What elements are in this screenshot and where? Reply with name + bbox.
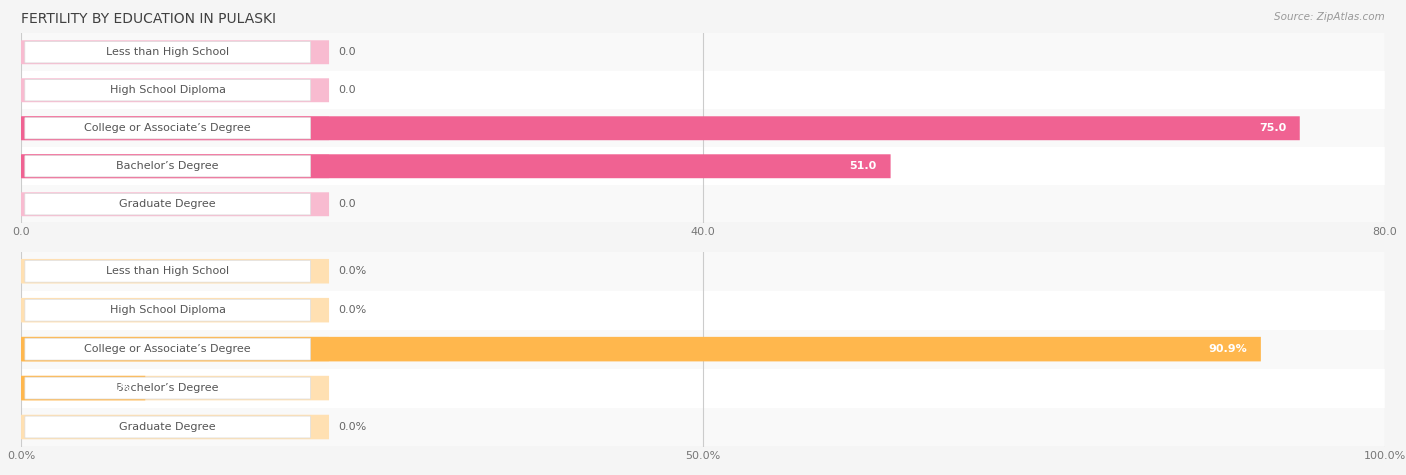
FancyBboxPatch shape [21, 259, 329, 284]
Text: High School Diploma: High School Diploma [110, 85, 226, 95]
Text: 0.0: 0.0 [337, 47, 356, 57]
FancyBboxPatch shape [21, 40, 329, 64]
FancyBboxPatch shape [25, 260, 311, 282]
Text: 0.0: 0.0 [337, 85, 356, 95]
Bar [21, 408, 1385, 446]
FancyBboxPatch shape [21, 116, 1299, 140]
Text: 0.0: 0.0 [337, 199, 356, 209]
Text: Less than High School: Less than High School [105, 47, 229, 57]
FancyBboxPatch shape [21, 154, 890, 178]
Bar [21, 33, 1385, 71]
FancyBboxPatch shape [25, 156, 311, 177]
Text: High School Diploma: High School Diploma [110, 305, 226, 315]
FancyBboxPatch shape [25, 42, 311, 63]
Bar [21, 330, 1385, 369]
FancyBboxPatch shape [21, 154, 329, 178]
FancyBboxPatch shape [21, 376, 329, 400]
Text: Graduate Degree: Graduate Degree [120, 199, 217, 209]
Bar [21, 291, 1385, 330]
FancyBboxPatch shape [21, 337, 1261, 361]
Bar [21, 109, 1385, 147]
Bar [21, 71, 1385, 109]
FancyBboxPatch shape [25, 194, 311, 215]
Text: Bachelor’s Degree: Bachelor’s Degree [117, 383, 219, 393]
Text: Source: ZipAtlas.com: Source: ZipAtlas.com [1274, 12, 1385, 22]
FancyBboxPatch shape [25, 338, 311, 360]
FancyBboxPatch shape [25, 80, 311, 101]
Text: Bachelor’s Degree: Bachelor’s Degree [117, 161, 219, 171]
Text: College or Associate’s Degree: College or Associate’s Degree [84, 344, 252, 354]
FancyBboxPatch shape [25, 118, 311, 139]
Text: 0.0%: 0.0% [337, 422, 366, 432]
FancyBboxPatch shape [21, 298, 329, 323]
Text: Less than High School: Less than High School [105, 266, 229, 276]
Bar [21, 252, 1385, 291]
Bar [21, 185, 1385, 223]
Bar [21, 369, 1385, 408]
Text: 0.0%: 0.0% [337, 305, 366, 315]
Text: 75.0: 75.0 [1258, 123, 1286, 133]
FancyBboxPatch shape [25, 377, 311, 399]
Text: Graduate Degree: Graduate Degree [120, 422, 217, 432]
Text: FERTILITY BY EDUCATION IN PULASKI: FERTILITY BY EDUCATION IN PULASKI [21, 12, 276, 26]
Bar [21, 147, 1385, 185]
FancyBboxPatch shape [21, 116, 329, 140]
FancyBboxPatch shape [21, 78, 329, 102]
Text: 9.1%: 9.1% [101, 383, 132, 393]
Text: 51.0: 51.0 [849, 161, 877, 171]
FancyBboxPatch shape [25, 299, 311, 321]
FancyBboxPatch shape [21, 415, 329, 439]
FancyBboxPatch shape [25, 416, 311, 438]
FancyBboxPatch shape [21, 337, 329, 361]
FancyBboxPatch shape [21, 192, 329, 216]
FancyBboxPatch shape [21, 376, 145, 400]
Text: College or Associate’s Degree: College or Associate’s Degree [84, 123, 252, 133]
Text: 0.0%: 0.0% [337, 266, 366, 276]
Text: 90.9%: 90.9% [1208, 344, 1247, 354]
